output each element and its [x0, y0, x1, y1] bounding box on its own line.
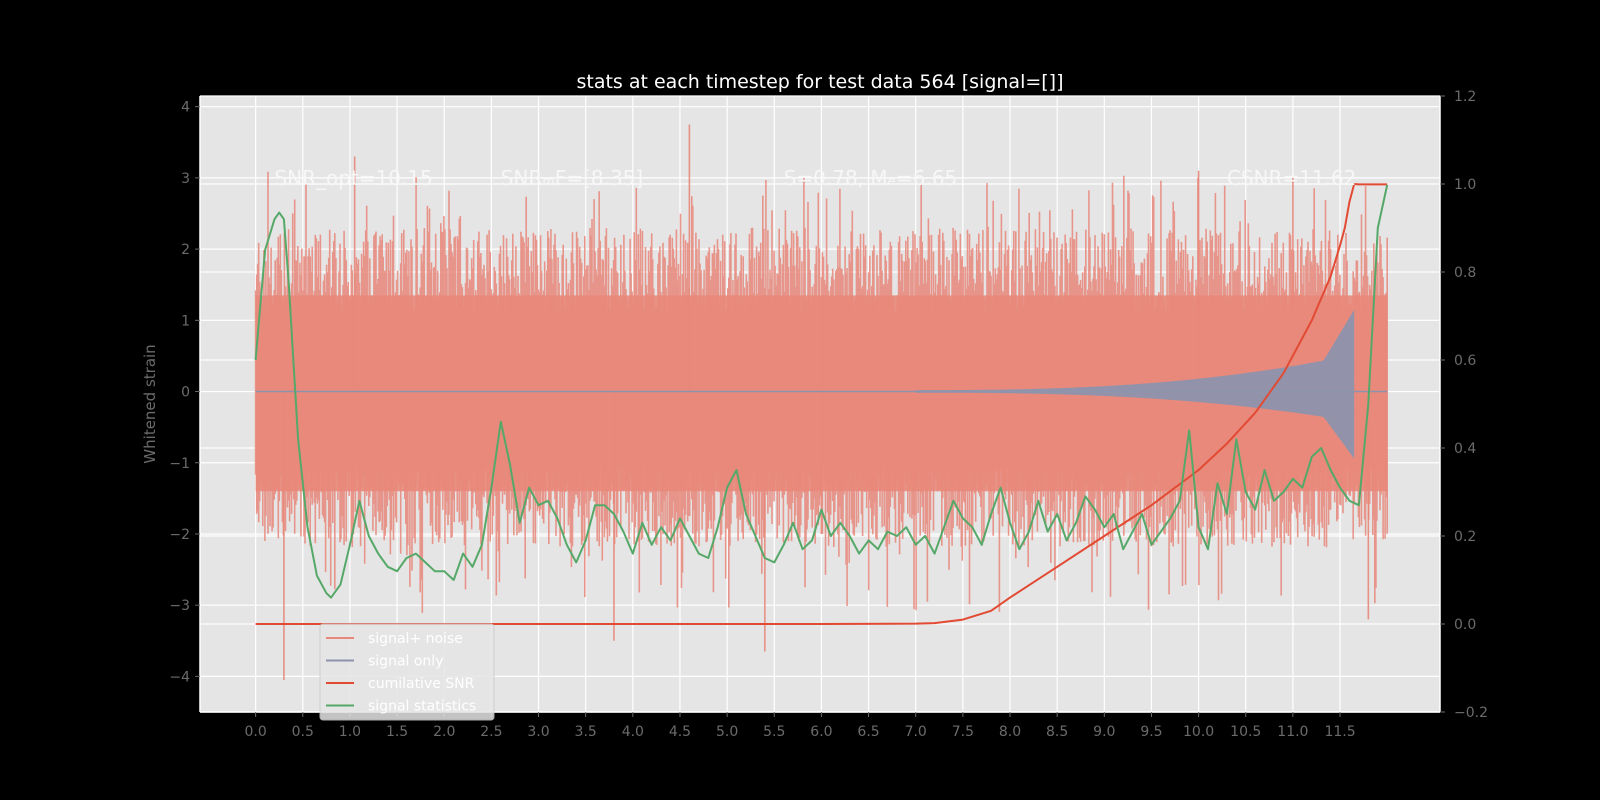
x-tick-label: 1.5: [386, 724, 408, 740]
x-tick-label: 9.0: [1093, 724, 1115, 740]
y-tick-label: −1: [169, 456, 190, 472]
series-signal-statistics: [254, 184, 1389, 599]
signal-chirp: [915, 309, 1355, 459]
x-tick-label: 5.5: [763, 724, 785, 740]
y-tick-label: −2: [169, 527, 190, 543]
x-tick-label: 3.5: [575, 724, 597, 740]
y-tick-label: 0: [181, 385, 190, 401]
y2-tick-label: 1.0: [1454, 177, 1476, 193]
x-tick-label: 6.0: [810, 724, 832, 740]
y-tick-label: 2: [181, 242, 190, 258]
legend: signal+ noise signal only cumilative SNR si…: [319, 623, 495, 721]
y-tick-label: 4: [181, 100, 190, 116]
y-axis-label: Whitened strain: [141, 344, 159, 463]
x-tick-label: 4.0: [622, 724, 644, 740]
x-tick-label: 8.0: [999, 724, 1021, 740]
annotation-text: SNR_opt=10.15: [274, 166, 432, 190]
x-tick-label: 0.0: [245, 724, 267, 740]
x-tick-label: 10.5: [1230, 724, 1261, 740]
y2-tick-label: −0.2: [1454, 705, 1488, 721]
x-tick-label: 9.5: [1140, 724, 1162, 740]
legend-label: signal+ noise: [368, 631, 463, 647]
y-tick-label: −4: [169, 669, 190, 685]
x-tick-label: 1.0: [339, 724, 361, 740]
y2-tick-label: 0.8: [1454, 265, 1476, 281]
y2-tick-label: 0.2: [1454, 529, 1476, 545]
x-tick-label: 11.5: [1324, 724, 1355, 740]
annotation-text: CSNR=11.62: [1227, 166, 1357, 190]
cumulative-snr-line: [255, 183, 1388, 625]
y-tick-label: 1: [181, 313, 190, 329]
series-cumulative-snr: [255, 183, 1388, 625]
annotation-text: S=0.78, Mₑ=6.65: [784, 166, 958, 190]
series-signal-only: [255, 309, 1388, 459]
y2-tick-label: 0.4: [1454, 441, 1476, 457]
x-tick-label: 2.0: [433, 724, 455, 740]
legend-box: [319, 623, 495, 721]
x-tick-label: 8.5: [1046, 724, 1068, 740]
x-tick-label: 2.5: [480, 724, 502, 740]
x-tick-label: 6.5: [857, 724, 879, 740]
y2-tick-label: 1.2: [1454, 89, 1476, 105]
x-tick-label: 3.0: [527, 724, 549, 740]
x-tick-label: 7.5: [952, 724, 974, 740]
y-tick-label: −3: [169, 598, 190, 614]
x-tick-label: 5.0: [716, 724, 738, 740]
annotations: SNR_opt=10.15 SNRₘF=[8.35] S=0.78, Mₑ=6.65…: [274, 166, 1356, 190]
x-tick-label: 11.0: [1277, 724, 1308, 740]
x-tick-label: 4.5: [669, 724, 691, 740]
y2-tick-label: 0.6: [1454, 353, 1476, 369]
legend-label: signal only: [368, 654, 443, 670]
y2-tick-label: 0.0: [1454, 617, 1476, 633]
legend-label: signal statistics: [368, 699, 476, 715]
x-tick-label: 0.5: [292, 724, 314, 740]
x-tick-label: 7.0: [905, 724, 927, 740]
annotation-text: SNRₘF=[8.35]: [501, 166, 643, 190]
signal-statistics-line: [254, 184, 1389, 599]
legend-label: cumilative SNR: [368, 676, 475, 692]
x-tick-label: 10.0: [1183, 724, 1214, 740]
chart-title: stats at each timestep for test data 564…: [576, 71, 1063, 93]
axes: 0.0 0.5 1.0 1.5 2.0 2.5 3.0 3.5 4.0 4.5 5.0 5.5 6.0 6…: [169, 89, 1488, 740]
y-tick-label: 3: [181, 171, 190, 187]
